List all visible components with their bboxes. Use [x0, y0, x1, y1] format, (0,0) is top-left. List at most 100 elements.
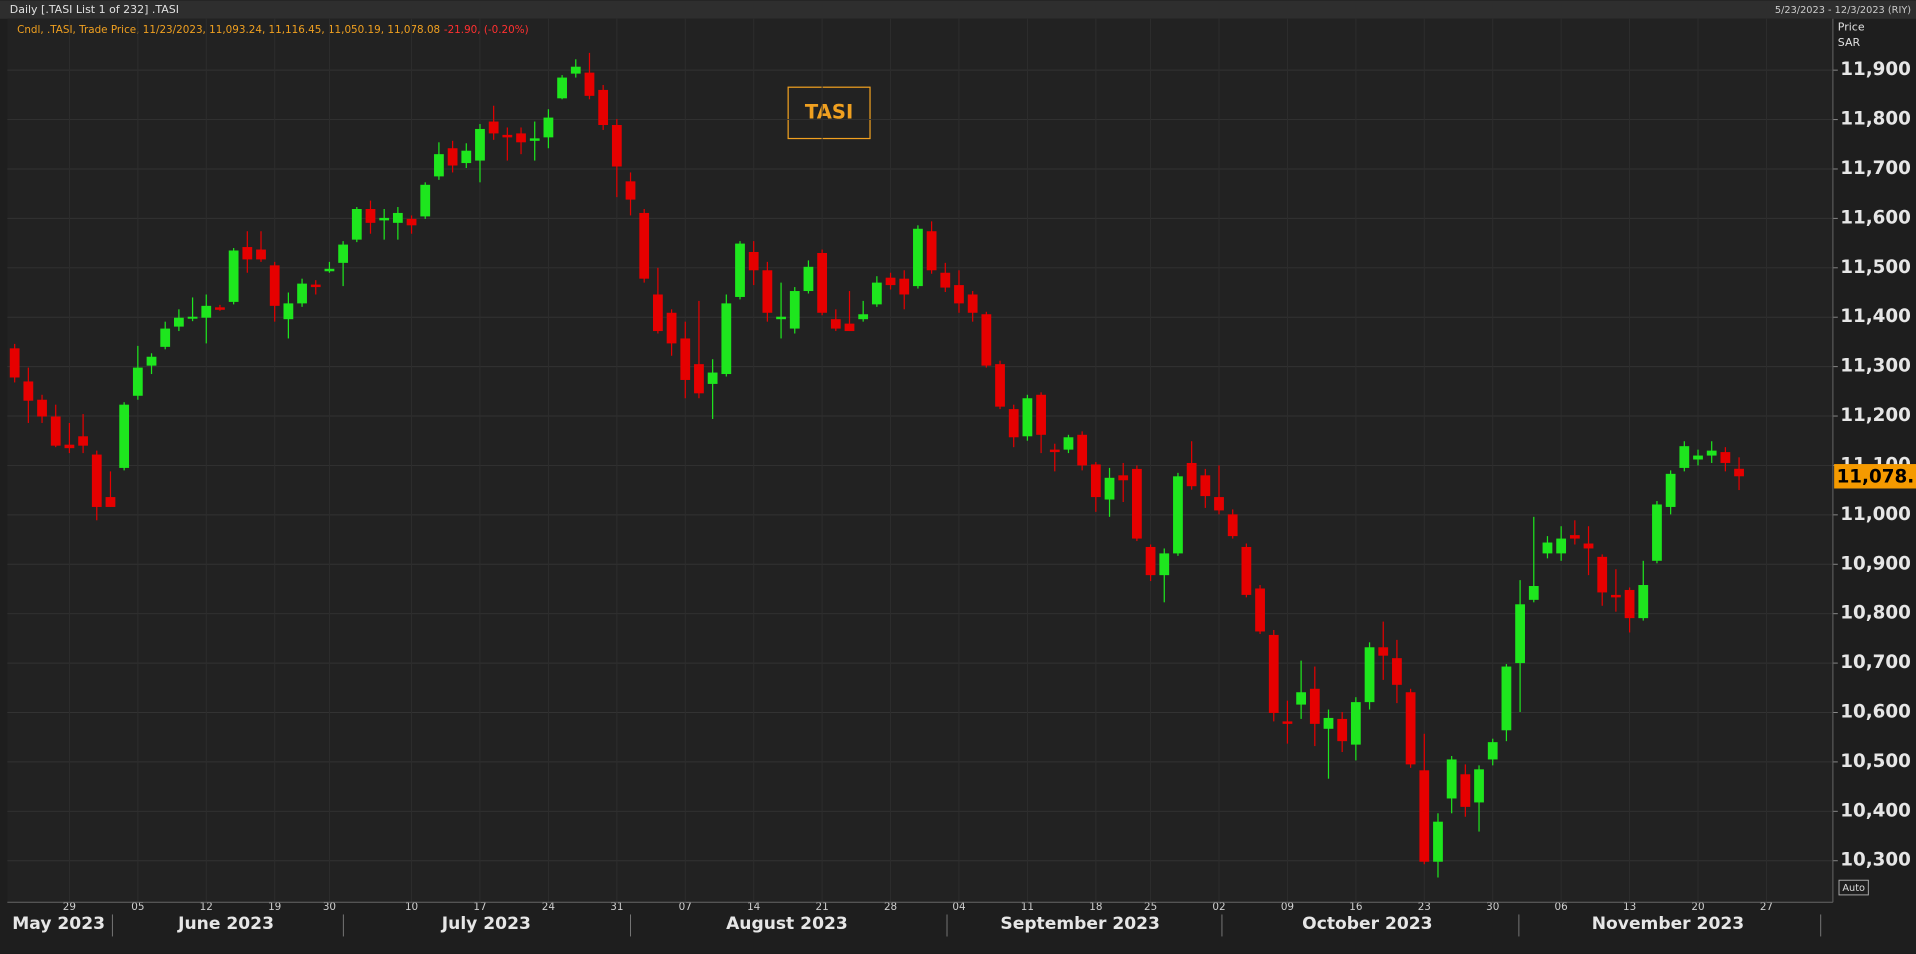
candle-body [1419, 770, 1430, 862]
candle-body [1132, 468, 1142, 539]
candle-body [1364, 647, 1375, 703]
x-tick-label: 10 [405, 901, 418, 913]
candle-body [37, 399, 47, 417]
candle-body [625, 181, 636, 200]
y-tick-label: 10,800 [1840, 603, 1911, 624]
x-tick-label: 14 [747, 901, 761, 913]
candle-body [1405, 692, 1416, 765]
candle-body [981, 314, 992, 366]
annotation: TASI [805, 100, 853, 123]
candle-body [707, 372, 718, 384]
candle-body [1036, 394, 1046, 435]
candle-body [1611, 594, 1621, 598]
x-tick-label: 31 [610, 901, 623, 913]
candle-body [1350, 702, 1361, 745]
x-tick-label: 18 [1089, 901, 1102, 913]
candle-body [1337, 718, 1348, 742]
x-tick-label: 30 [323, 901, 336, 913]
candle-body [680, 338, 691, 380]
y-tick-label: 10,500 [1840, 751, 1911, 772]
x-tick-label: 28 [884, 901, 897, 913]
candle-body [64, 444, 75, 449]
candle-body [91, 454, 102, 507]
scale-button[interactable] [1838, 879, 1869, 896]
candle-body [256, 249, 266, 260]
candle-body [844, 323, 855, 332]
y-tick-label: 11,300 [1840, 356, 1911, 377]
candle-body [1268, 634, 1279, 713]
candle-body [9, 348, 20, 378]
candle-body [1309, 688, 1320, 724]
candle-body [1474, 769, 1484, 803]
candle-body [1665, 473, 1676, 507]
axes: 10,300 10,400 10,500 10,600 10,700 10,800 10,9… [7, 18, 1916, 937]
candle-body [516, 133, 526, 143]
candle-body [871, 282, 882, 305]
candle-body [1528, 586, 1539, 600]
x-tick-label: 23 [1418, 901, 1431, 913]
legend-text: Cndl, .TASI, Trade Price, 11/23/2023, 11… [17, 24, 440, 36]
candle-body [570, 66, 581, 74]
candle-body [817, 252, 828, 313]
month-label: June 2023 [177, 914, 274, 934]
last-price-label: 11,078. [1837, 466, 1915, 487]
candles [9, 52, 1744, 878]
x-tick-label: 29 [63, 901, 76, 913]
candle-body [1077, 434, 1088, 466]
candle-body [858, 314, 869, 320]
candle-body [1145, 546, 1156, 576]
candle-body [1200, 475, 1211, 497]
candle-body [1624, 589, 1635, 619]
scale-button-label[interactable]: Auto [1842, 883, 1865, 894]
date-range: 5/23/2023 - 12/3/2023 (RIY) [1775, 5, 1911, 16]
axis-title: Price [1838, 20, 1865, 33]
candle-body [1173, 476, 1183, 554]
candle-body [639, 212, 650, 279]
month-label: August 2023 [726, 914, 848, 934]
candle-body [899, 278, 910, 295]
y-tick-label: 10,600 [1840, 701, 1911, 722]
candle-body [1597, 556, 1608, 593]
y-tick-label: 11,400 [1840, 306, 1911, 327]
candle-body [926, 231, 937, 271]
candle-body [885, 277, 896, 286]
candle-body [1460, 774, 1471, 807]
y-tick-label: 11,000 [1840, 504, 1911, 525]
candle-body [1652, 504, 1662, 561]
legend: Cndl, .TASI, Trade Price, 11/23/2023, 11… [17, 24, 529, 36]
grid [7, 18, 1833, 903]
x-tick-label: 12 [200, 901, 213, 913]
candle-body [488, 121, 499, 134]
x-tick-label: 09 [1281, 901, 1294, 913]
candle-body [50, 416, 61, 446]
candle-body [666, 312, 677, 344]
candle-body [365, 209, 376, 223]
candle-body [160, 328, 171, 347]
candle-body [1104, 477, 1115, 500]
y-tick-label: 11,200 [1840, 405, 1911, 426]
candle-body [995, 364, 1005, 407]
x-tick-label: 16 [1349, 901, 1362, 913]
x-tick-label: 20 [1691, 901, 1704, 913]
x-tick-label: 19 [268, 901, 281, 913]
header-bar [0, 0, 1916, 19]
candle-body [913, 228, 923, 287]
candle-body [529, 138, 540, 141]
candle-body [776, 316, 786, 320]
candle-body [557, 77, 567, 99]
candle-body [1022, 398, 1033, 437]
y-tick-label: 11,800 [1840, 109, 1911, 130]
candle-body [502, 134, 513, 138]
candle-body [1734, 468, 1744, 477]
month-label: July 2023 [441, 914, 531, 934]
x-tick-label: 04 [952, 901, 966, 913]
y-tick-label: 11,700 [1840, 158, 1911, 179]
candle-body [1638, 585, 1649, 619]
candle-body [297, 283, 307, 304]
candle-body [940, 272, 951, 288]
candle-body [1542, 542, 1553, 554]
x-tick-label: 05 [131, 901, 144, 913]
x-tick-label: 30 [1486, 901, 1499, 913]
candle-body [1720, 452, 1731, 463]
